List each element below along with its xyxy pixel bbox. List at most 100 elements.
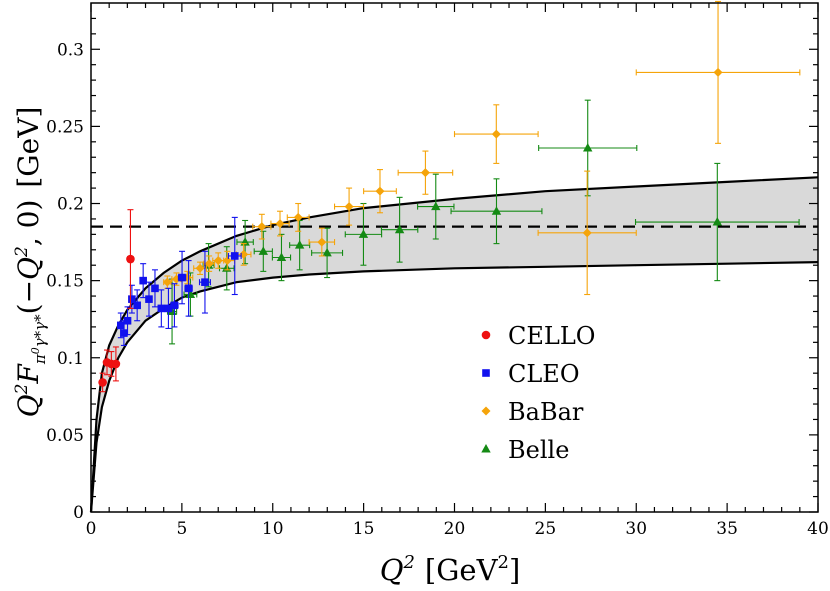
y-tick-label: 0.15 xyxy=(46,272,84,292)
belle-point-9 xyxy=(344,202,383,266)
x-tick-label: 10 xyxy=(262,519,284,539)
babar-point-17 xyxy=(635,0,801,144)
y-tick-label: 0.25 xyxy=(46,117,84,137)
x-tick-label: 40 xyxy=(807,519,829,539)
belle-marker xyxy=(712,217,723,226)
cleo-point-7 xyxy=(151,269,159,308)
cello-marker xyxy=(126,254,135,264)
cleo-point-6 xyxy=(145,281,153,317)
y-tick-label: 0.1 xyxy=(57,349,84,369)
legend: CELLO CLEO BaBar Belle xyxy=(481,322,595,464)
belle-point-1 xyxy=(183,272,198,317)
y-tick-label: 0.3 xyxy=(57,40,84,60)
babar-point-8 xyxy=(252,213,272,240)
babar-marker xyxy=(204,259,214,269)
legend-item-cello: CELLO xyxy=(481,322,595,350)
y-axis-label: Q2Fπ0γ*γ*(−Q2, 0)[GeV] xyxy=(12,107,49,418)
cello-marker xyxy=(111,359,121,369)
theory-band-upper-curve xyxy=(89,176,819,513)
x-tick-label: 25 xyxy=(535,519,557,539)
cello-point-4 xyxy=(126,209,135,309)
cleo-marker xyxy=(120,329,128,337)
babar-point-0 xyxy=(162,275,172,289)
cleo-marker xyxy=(133,301,141,310)
cleo-marker xyxy=(145,295,153,303)
cleo-marker xyxy=(128,295,136,303)
cleo-marker xyxy=(139,276,147,285)
legend-label-belle: Belle xyxy=(508,436,569,464)
belle-point-10 xyxy=(380,196,419,263)
belle-marker xyxy=(294,240,305,249)
legend-marker-cello xyxy=(481,330,491,340)
x-tick-label: 35 xyxy=(716,519,738,539)
theory-band-layer xyxy=(89,176,819,513)
x-tick-label: 30 xyxy=(625,519,647,539)
cleo-point-9 xyxy=(164,287,173,330)
babar-marker xyxy=(195,263,205,273)
belle-marker xyxy=(394,224,405,234)
babar-marker xyxy=(222,256,232,266)
legend-item-babar: BaBar xyxy=(481,398,584,426)
legend-label-cello: CELLO xyxy=(508,322,595,350)
cleo-point-13 xyxy=(198,250,211,314)
babar-point-13 xyxy=(363,169,397,214)
legend-label-cleo: CLEO xyxy=(508,360,580,388)
babar-marker xyxy=(275,219,285,229)
legend-marker-belle xyxy=(481,444,491,453)
babar-point-14 xyxy=(397,150,454,195)
babar-point-4 xyxy=(203,255,216,272)
cello-point-3 xyxy=(111,346,121,382)
legend-marker-cleo xyxy=(482,369,490,377)
legend-marker-babar xyxy=(481,406,491,416)
theory-band-lower-curve xyxy=(89,261,819,513)
belle-point-5 xyxy=(253,230,273,272)
babar-marker xyxy=(317,237,327,247)
belle-point-12 xyxy=(450,178,543,245)
y-tick-label: 0.05 xyxy=(46,426,84,446)
x-tick-label: 5 xyxy=(176,519,187,539)
cleo-marker xyxy=(123,316,132,325)
cleo-marker xyxy=(230,252,239,260)
babar-marker xyxy=(713,67,723,77)
cleo-marker xyxy=(170,301,179,310)
x-tick-label: 0 xyxy=(86,519,97,539)
babar-marker xyxy=(420,168,430,178)
cleo-point-4 xyxy=(133,289,141,322)
cleo-point-12 xyxy=(184,260,193,317)
belle-marker xyxy=(322,247,332,257)
belle-marker xyxy=(583,142,593,152)
y-tick-label: 0.2 xyxy=(57,195,84,215)
axis-ticks-layer: 0 5 10 15 20 25 30 35 40 0 0.05 0.1 0.15 0.2 0.25 0.3 xyxy=(46,3,829,539)
cleo-marker xyxy=(157,304,166,313)
babar-marker xyxy=(162,277,172,287)
babar-point-3 xyxy=(193,261,207,276)
x-tick-label: 15 xyxy=(353,519,375,539)
x-axis-label: Q2 [GeV2] xyxy=(380,552,521,587)
belle-marker xyxy=(258,246,268,255)
belle-point-11 xyxy=(417,173,455,240)
cleo-point-5 xyxy=(139,263,147,299)
cello-marker xyxy=(98,378,107,387)
belle-point-8 xyxy=(311,227,344,279)
legend-item-cleo: CLEO xyxy=(482,360,580,388)
cleo-point-10 xyxy=(170,283,179,328)
data-points-layer xyxy=(98,0,801,393)
cleo-point-14 xyxy=(227,216,242,296)
cleo-marker xyxy=(164,304,173,313)
babar-marker xyxy=(239,249,249,259)
cleo-point-11 xyxy=(177,250,187,305)
belle-point-14 xyxy=(634,162,800,282)
babar-point-15 xyxy=(453,104,539,164)
series-cleo xyxy=(117,216,242,346)
theory-band-fill xyxy=(91,177,818,513)
cleo-marker xyxy=(178,273,186,282)
series-cello xyxy=(98,209,135,393)
belle-marker xyxy=(276,252,287,261)
babar-point-16 xyxy=(537,170,637,296)
y-tick-label: 0 xyxy=(73,503,84,523)
babar-point-9 xyxy=(270,210,290,237)
babar-marker xyxy=(375,186,385,196)
babar-marker xyxy=(491,129,501,139)
babar-point-12 xyxy=(333,187,365,226)
